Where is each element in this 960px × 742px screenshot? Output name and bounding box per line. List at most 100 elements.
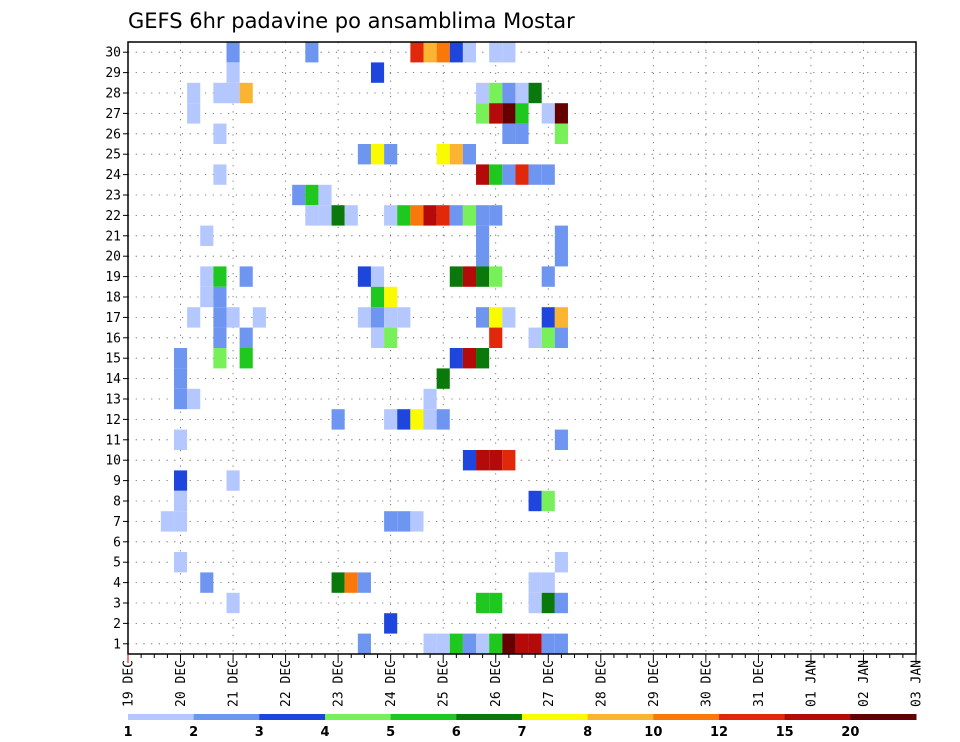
heatmap-cell xyxy=(226,592,240,614)
heatmap-cell xyxy=(436,633,450,654)
heatmap-cell xyxy=(541,572,555,593)
heatmap-cell xyxy=(344,205,358,226)
y-tick-label: 14 xyxy=(105,372,121,387)
heatmap-cell xyxy=(370,307,385,328)
heatmap-cell xyxy=(187,82,201,104)
heatmap-cell xyxy=(476,307,490,328)
heatmap-cell xyxy=(489,103,503,124)
legend-label: 7 xyxy=(517,725,526,740)
heatmap-cell xyxy=(213,307,227,328)
y-tick-label: 21 xyxy=(105,229,121,244)
heatmap-cell xyxy=(213,82,227,104)
heatmap-cell xyxy=(554,103,568,124)
y-tick-label: 17 xyxy=(105,311,121,326)
legend-label: 6 xyxy=(452,725,461,740)
heatmap-cell xyxy=(384,327,398,348)
heatmap-cell xyxy=(423,409,437,430)
legend-swatch xyxy=(522,714,589,720)
heatmap-cell xyxy=(252,307,266,328)
heatmap-cell xyxy=(305,205,319,226)
heatmap-cell xyxy=(292,184,306,206)
heatmap-cell xyxy=(397,307,411,328)
heatmap-cells xyxy=(160,42,568,654)
heatmap-cell xyxy=(357,633,371,654)
heatmap-cell xyxy=(449,348,463,369)
legend-swatch xyxy=(259,714,326,720)
heatmap-cell xyxy=(397,409,411,430)
y-tick-label: 9 xyxy=(113,474,121,489)
heatmap-cell xyxy=(226,42,240,63)
heatmap-cell xyxy=(528,82,542,104)
heatmap-cell xyxy=(436,205,450,226)
heatmap-cell xyxy=(239,348,253,369)
heatmap-cell xyxy=(489,266,503,287)
legend-swatch xyxy=(719,714,786,720)
heatmap-cell xyxy=(449,205,463,226)
heatmap-cell xyxy=(213,123,227,144)
x-tick-label: 19 DEC xyxy=(122,660,137,707)
heatmap-cell xyxy=(554,225,568,246)
heatmap-cell xyxy=(528,490,542,512)
legend-label: 20 xyxy=(841,725,859,740)
heatmap-cell xyxy=(344,572,358,593)
heatmap-cell xyxy=(226,82,240,104)
legend-swatch xyxy=(784,714,851,720)
heatmap-cell xyxy=(489,205,503,226)
heatmap-cell xyxy=(541,266,555,287)
x-tick-label: 03 JAN xyxy=(910,660,925,707)
y-axis: 1234567891011121314151617181920212223242… xyxy=(105,46,128,652)
heatmap-cell xyxy=(213,327,227,348)
heatmap-cell xyxy=(515,103,529,124)
colorbar-legend: 1 2 3 4 5 6 7 8 10 12 15 20 xyxy=(123,714,917,740)
y-tick-label: 2 xyxy=(113,617,121,632)
heatmap-cell xyxy=(554,429,568,450)
heatmap-cell xyxy=(213,164,227,185)
y-tick-label: 5 xyxy=(113,556,121,571)
heatmap-cell xyxy=(410,42,424,63)
heatmap-cell xyxy=(384,409,398,430)
heatmap-cell xyxy=(515,82,529,104)
heatmap-cell xyxy=(502,307,516,328)
y-tick-label: 4 xyxy=(113,576,121,591)
heatmap-cell xyxy=(384,307,398,328)
x-tick-label: 25 DEC xyxy=(437,660,452,707)
heatmap-cell xyxy=(528,592,542,614)
x-tick-label: 20 DEC xyxy=(174,660,189,707)
heatmap-cell xyxy=(173,552,188,573)
heatmap-cell xyxy=(541,327,555,348)
y-tick-label: 20 xyxy=(105,250,121,265)
heatmap-cell xyxy=(476,225,490,246)
heatmap-cell xyxy=(410,409,424,430)
legend-label: 10 xyxy=(644,725,662,740)
x-tick-label: 28 DEC xyxy=(594,660,609,707)
legend-label: 2 xyxy=(189,725,198,740)
heatmap-cell xyxy=(423,633,437,654)
y-tick-label: 1 xyxy=(113,637,121,652)
heatmap-cell xyxy=(331,409,345,430)
heatmap-cell xyxy=(489,450,503,471)
heatmap-cell xyxy=(200,572,214,593)
heatmap-cell xyxy=(554,307,568,328)
heatmap-cell xyxy=(370,327,385,348)
heatmap-cell xyxy=(462,633,477,654)
heatmap-cell xyxy=(226,62,240,83)
heatmap-cell xyxy=(541,490,555,512)
heatmap-cell xyxy=(200,286,214,308)
heatmap-cell xyxy=(528,633,542,654)
heatmap-cell xyxy=(410,511,424,532)
heatmap-cell xyxy=(423,42,437,63)
heatmap-cell xyxy=(489,592,503,614)
y-tick-label: 23 xyxy=(105,189,121,204)
heatmap-cell xyxy=(173,429,188,450)
legend-swatch xyxy=(390,714,457,720)
x-tick-label: 22 DEC xyxy=(279,660,294,707)
heatmap-cell xyxy=(239,82,253,104)
chart-title: GEFS 6hr padavine po ansamblima Mostar xyxy=(128,9,575,33)
heatmap-cell xyxy=(370,286,385,308)
heatmap-cell xyxy=(554,592,568,614)
heatmap-cell xyxy=(502,633,516,654)
heatmap-cell xyxy=(489,307,503,328)
heatmap-cell xyxy=(554,123,568,144)
heatmap-cell xyxy=(515,123,529,144)
